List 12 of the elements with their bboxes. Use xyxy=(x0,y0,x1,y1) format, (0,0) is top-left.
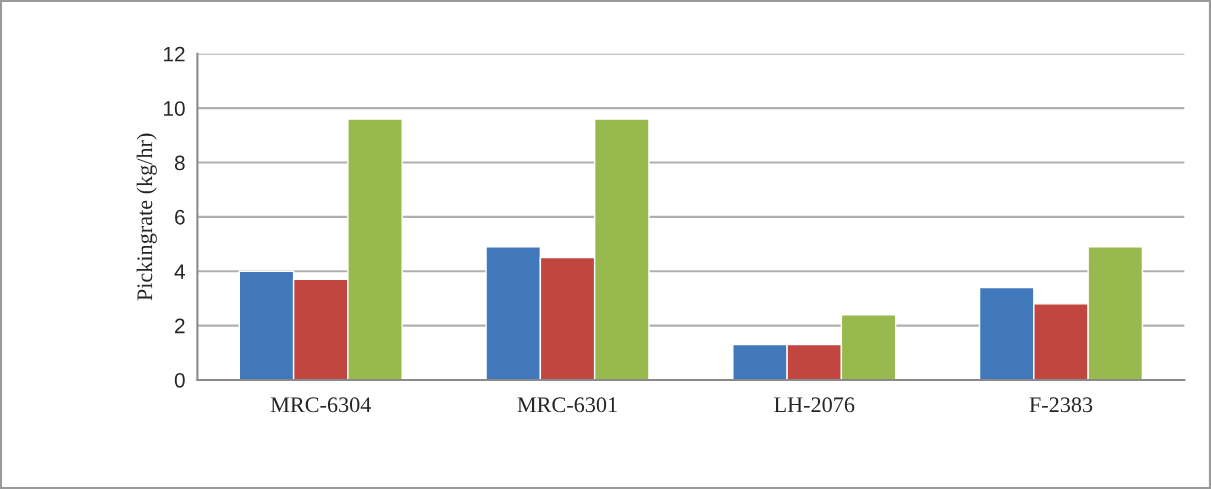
y-tick-label: 2 xyxy=(175,318,185,334)
x-tick-label: MRC-6304 xyxy=(270,397,372,413)
y-tick-label: 6 xyxy=(175,209,185,225)
x-tick-label: MRC-6301 xyxy=(517,397,617,413)
y-tick-label: 0 xyxy=(174,372,185,388)
x-tick-label: LH-2076 xyxy=(774,397,855,413)
y-tick-label: 10 xyxy=(164,101,185,116)
y-tick-label: 12 xyxy=(164,46,185,62)
y-tick-label: 8 xyxy=(174,155,185,171)
y-tick-label: 4 xyxy=(174,264,185,279)
x-tick-label: F-2383 xyxy=(1029,397,1093,413)
y-axis-title: Pickingrate (kg/hr) xyxy=(136,133,157,301)
